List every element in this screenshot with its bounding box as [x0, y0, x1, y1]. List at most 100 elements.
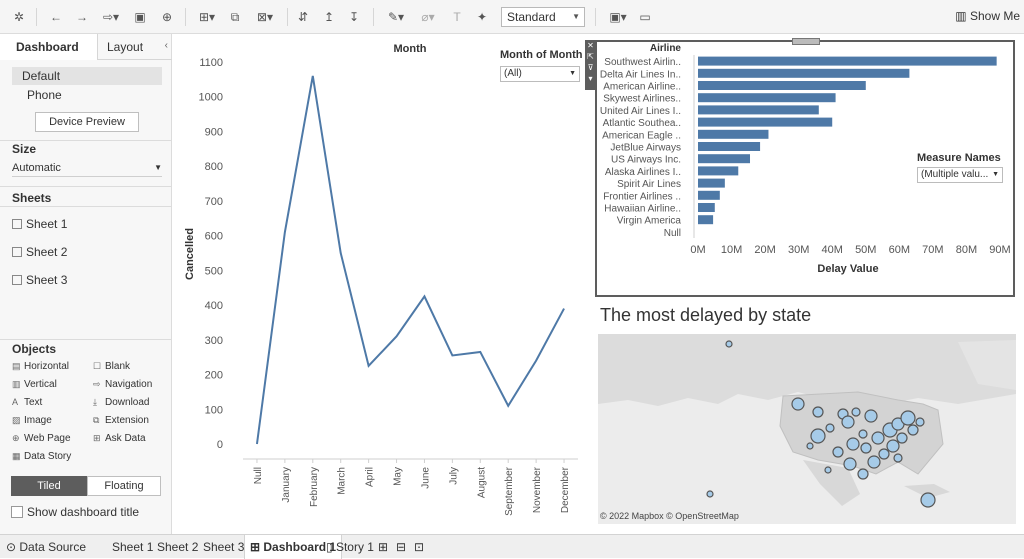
pin-icon[interactable]: ✦	[475, 9, 489, 25]
clear-icon[interactable]: ⊠▾	[253, 9, 277, 25]
new-dashboard-icon[interactable]: ⊟	[396, 540, 406, 554]
device-default[interactable]: Default	[12, 67, 162, 85]
new-worksheet-icon[interactable]: ⊞	[378, 540, 388, 554]
state-delay-bubble	[792, 398, 804, 410]
y-tick-label: 900	[205, 126, 223, 138]
cancelled-line-chart[interactable]: MonthCancelled01002003004005006007008009…	[173, 34, 593, 524]
replay-icon[interactable]: ⇨▾	[100, 9, 122, 25]
y-tick-label: 200	[205, 370, 223, 382]
sheet-tab[interactable]: Sheet 2	[157, 540, 198, 554]
toolbar-divider	[36, 8, 37, 26]
duplicate-icon[interactable]: ⧉	[228, 9, 242, 25]
month-filter-dropdown[interactable]: (All) ▼	[500, 66, 580, 82]
y-tick-label: 400	[205, 300, 223, 312]
swap-icon[interactable]: ⇵	[296, 9, 310, 25]
size-dropdown[interactable]: Automatic ▼	[12, 159, 162, 177]
bar-label: Frontier Airlines ..	[603, 191, 681, 202]
state-delay-bubble	[844, 458, 856, 470]
delay-bar	[698, 154, 750, 163]
state-delay-bubble	[921, 493, 935, 507]
chevron-down-icon: ▼	[569, 67, 576, 81]
data-story-icon: ▦	[12, 451, 24, 462]
bar-label: Atlantic Southea..	[603, 118, 681, 129]
object-data-story[interactable]: ▦Data Story	[12, 451, 71, 462]
x-tick-label: 40M	[822, 244, 843, 256]
floating-button[interactable]: Floating	[87, 476, 161, 496]
x-tick-label: Null	[253, 467, 264, 484]
state-delay-bubble	[872, 432, 884, 444]
object-ask-data[interactable]: ⊞Ask Data	[93, 433, 146, 444]
map-title: The most delayed by state	[600, 305, 811, 326]
delay-map[interactable]: © 2022 Mapbox © OpenStreetMap	[598, 334, 1016, 524]
object-navigation[interactable]: ⇨Navigation	[93, 379, 152, 390]
month-filter-value: (All)	[504, 68, 522, 79]
state-delay-bubble	[726, 341, 732, 347]
y-tick-label: 0	[217, 439, 223, 451]
delay-bar	[698, 118, 832, 127]
state-delay-bubble	[897, 433, 907, 443]
sheet-item[interactable]: Sheet 1	[12, 217, 67, 231]
show-title-checkbox[interactable]: Show dashboard title	[11, 505, 139, 519]
new-worksheet-icon[interactable]: ⊞▾	[195, 9, 219, 25]
object-label: Blank	[105, 361, 130, 372]
sheet-tab[interactable]: Sheet 1	[112, 540, 153, 554]
toolbar-divider	[287, 8, 288, 26]
object-download[interactable]: ⤓Download	[93, 397, 149, 408]
highlight-icon[interactable]: ✎▾	[384, 9, 408, 25]
label-icon[interactable]: T	[450, 9, 464, 25]
tab-dashboard[interactable]: Dashboard	[0, 34, 98, 60]
show-me-button[interactable]: ▥ Show Me	[955, 9, 1020, 23]
navigation-icon: ⇨	[93, 379, 105, 390]
device-phone[interactable]: Phone	[17, 86, 62, 104]
x-axis-label: Delay Value	[817, 263, 878, 275]
new-story-icon[interactable]: ⊡	[414, 540, 424, 554]
object-extension[interactable]: ⧉Extension	[93, 415, 149, 426]
collapse-icon[interactable]: ‹	[165, 40, 168, 51]
delay-bar	[698, 215, 713, 224]
tableau-logo-icon[interactable]: ✲	[12, 9, 26, 25]
save-icon[interactable]: ▣	[133, 9, 147, 25]
delay-bar	[698, 191, 720, 200]
redo-icon[interactable]: →	[75, 9, 89, 25]
data-source-tab[interactable]: ⊙ Data Source	[6, 540, 86, 554]
size-title: Size	[12, 142, 36, 156]
measure-names-dropdown[interactable]: (Multiple valu... ▼	[917, 167, 1003, 183]
state-delay-bubble	[887, 440, 899, 452]
show-title-label: Show dashboard title	[27, 505, 139, 519]
device-preview-button[interactable]: Device Preview	[35, 112, 139, 132]
delay-bar	[698, 93, 836, 102]
x-tick-label: 30M	[788, 244, 809, 256]
object-vertical[interactable]: ▥Vertical	[12, 379, 57, 390]
new-datasource-icon[interactable]: ⊕	[160, 9, 174, 25]
y-tick-label: 600	[205, 231, 223, 243]
tiled-button[interactable]: Tiled	[11, 476, 87, 496]
object-web-page[interactable]: ⊕Web Page	[12, 433, 71, 444]
presentation-icon[interactable]: ▭	[638, 9, 652, 25]
object-horizontal[interactable]: ▤Horizontal	[12, 361, 69, 372]
objects-title: Objects	[12, 342, 56, 356]
database-icon: ⊙	[6, 540, 19, 554]
object-blank[interactable]: ☐Blank	[93, 361, 130, 372]
sheet-item[interactable]: Sheet 3	[12, 273, 67, 287]
bar-label: United Air Lines I..	[600, 106, 681, 117]
tab-layout[interactable]: Layout	[99, 34, 159, 60]
bar-label: Spirit Air Lines	[617, 179, 681, 190]
sheet-icon	[12, 247, 22, 257]
sheet-tab[interactable]: Sheet 3	[203, 540, 244, 554]
group-icon[interactable]: ⌀▾	[416, 9, 440, 25]
fit-icon[interactable]: ▣▾	[606, 9, 630, 25]
story-tab[interactable]: ▯ Story 1	[326, 540, 374, 554]
state-delay-bubble	[858, 469, 868, 479]
x-tick-label: January	[281, 467, 292, 503]
state-delay-bubble	[825, 467, 831, 473]
sheet-item[interactable]: Sheet 2	[12, 245, 67, 259]
sort-descending-icon[interactable]: ↧	[347, 9, 361, 25]
y-axis-label: Cancelled	[184, 228, 196, 280]
sheets-title: Sheets	[12, 191, 51, 205]
undo-icon[interactable]: ←	[49, 9, 63, 25]
sort-ascending-icon[interactable]: ↥	[322, 9, 336, 25]
fit-dropdown[interactable]: Standard ▼	[501, 7, 585, 27]
y-tick-label: 300	[205, 335, 223, 347]
object-image[interactable]: ▨Image	[12, 415, 52, 426]
